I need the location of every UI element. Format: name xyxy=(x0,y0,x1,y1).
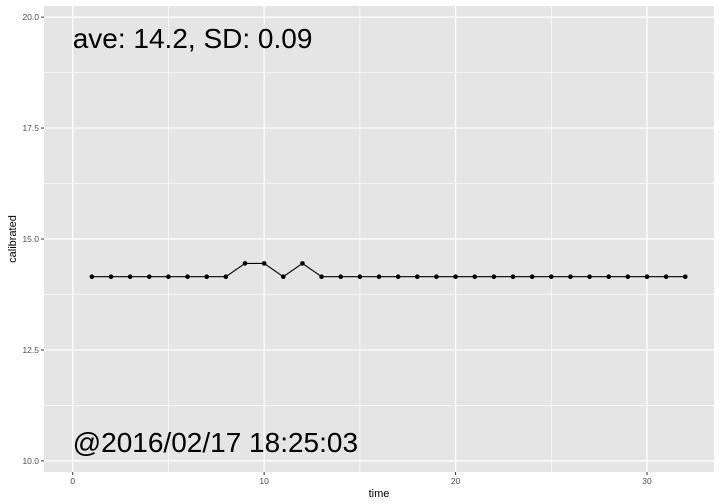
stats-annotation: ave: 14.2, SD: 0.09 xyxy=(73,23,313,54)
data-point xyxy=(510,274,516,280)
data-point xyxy=(434,274,439,280)
x-tick-label: 10 xyxy=(259,476,269,486)
timestamp-annotation: @2016/02/17 18:25:03 xyxy=(73,427,358,458)
data-point xyxy=(663,274,669,280)
data-point xyxy=(127,274,133,280)
data-point xyxy=(414,274,420,280)
x-tick-label: 0 xyxy=(70,476,75,486)
gridlines xyxy=(44,6,714,472)
data-point xyxy=(682,274,688,280)
data-point xyxy=(204,274,210,280)
data-point xyxy=(166,274,171,280)
y-axis: 10.0 12.5 15.0 17.5 20.0 xyxy=(22,12,44,466)
data-point xyxy=(280,274,286,280)
y-tick-label: 15.0 xyxy=(22,234,39,244)
data-point xyxy=(568,274,573,280)
series-line xyxy=(91,262,686,278)
data-point xyxy=(453,274,458,280)
data-point xyxy=(644,274,650,280)
data-point xyxy=(242,261,248,266)
data-point xyxy=(146,274,152,280)
data-point xyxy=(338,274,344,280)
data-point xyxy=(587,274,592,280)
data-point xyxy=(319,274,324,280)
y-tick-label: 20.0 xyxy=(22,12,39,22)
data-point xyxy=(625,274,631,280)
data-point xyxy=(357,274,363,280)
x-tick-label: 30 xyxy=(642,476,652,486)
data-point xyxy=(89,274,95,280)
y-tick-label: 17.5 xyxy=(22,123,39,133)
x-tick-label: 20 xyxy=(451,476,461,486)
data-point xyxy=(606,274,612,280)
y-tick-label: 10.0 xyxy=(22,456,39,466)
data-point xyxy=(529,274,535,280)
data-point xyxy=(472,274,478,280)
series-layer xyxy=(89,261,688,280)
data-point xyxy=(548,274,554,280)
x-axis: 0 10 20 30 xyxy=(70,472,652,486)
y-tick-label: 12.5 xyxy=(22,345,39,355)
data-point xyxy=(185,274,190,280)
data-point xyxy=(261,261,267,266)
data-point xyxy=(491,274,497,280)
data-point xyxy=(108,274,114,280)
y-axis-title: calibrated xyxy=(7,215,19,263)
x-axis-title: time xyxy=(369,488,390,500)
data-point xyxy=(223,274,229,280)
data-point xyxy=(300,261,305,266)
data-point xyxy=(395,274,401,280)
data-point xyxy=(376,274,382,280)
